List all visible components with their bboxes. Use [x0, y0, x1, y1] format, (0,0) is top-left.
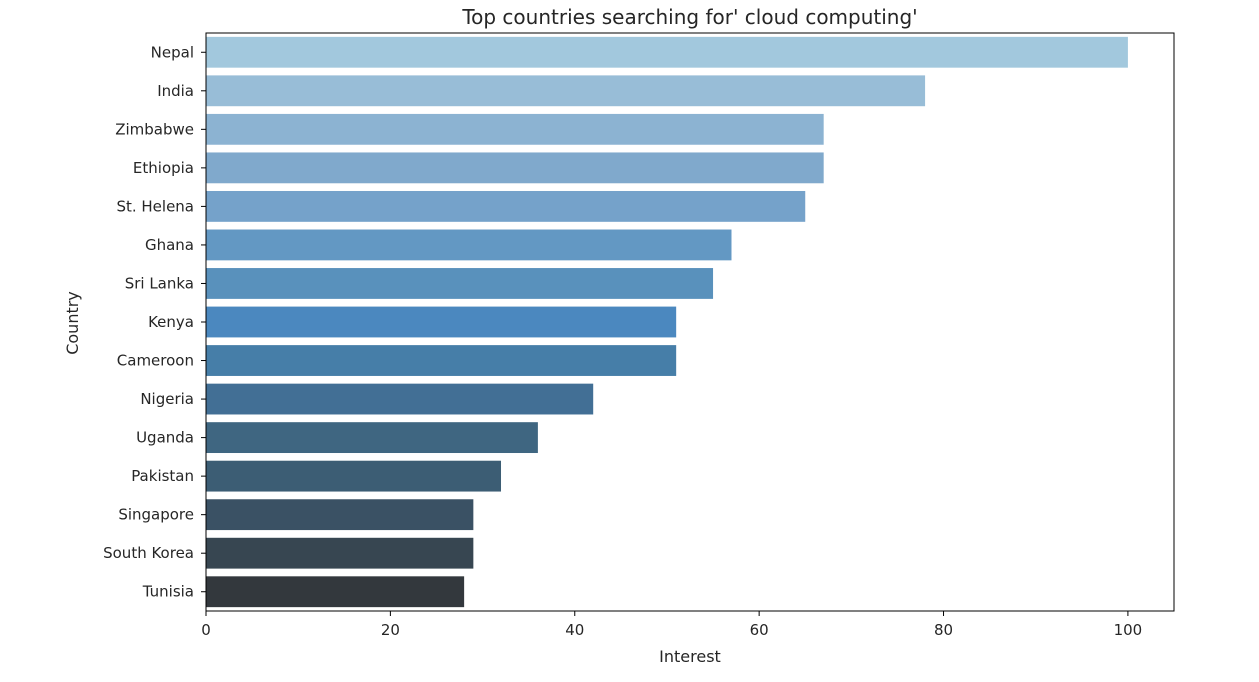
plot-frame [205, 32, 1175, 612]
y-tick-label: India [157, 82, 194, 100]
y-tick-label: St. Helena [116, 197, 194, 215]
y-tick-label: Zimbabwe [115, 120, 194, 138]
bar-india [206, 75, 926, 107]
x-tick-label: 80 [934, 621, 953, 639]
y-tick-label: Singapore [118, 506, 194, 524]
bar-uganda [206, 422, 538, 454]
y-tick-label: Ghana [145, 236, 194, 254]
y-axis-label: Country [63, 291, 82, 355]
bar-zimbabwe [206, 113, 824, 145]
chart-title: Top countries searching for' cloud compu… [461, 5, 917, 29]
bar-cameroon [206, 345, 677, 376]
y-tick-label: Sri Lanka [125, 274, 194, 292]
y-axis-ticks: Nepal India Zimbabwe Ethiopia St. Helena Ghan… [103, 43, 206, 601]
x-tick-label: 60 [750, 621, 769, 639]
bar-south-korea [206, 537, 474, 569]
bar-nigeria [206, 383, 594, 415]
y-tick-label: Nigeria [140, 390, 194, 408]
x-axis-label: Interest [659, 647, 721, 666]
y-tick-label: Ethiopia [133, 159, 194, 177]
bar-kenya [206, 306, 677, 338]
x-tick-label: 40 [565, 621, 584, 639]
y-tick-label: South Korea [103, 544, 194, 562]
bar-sri-lanka [206, 268, 714, 299]
y-tick-label: Tunisia [142, 583, 194, 601]
x-tick-label: 20 [381, 621, 400, 639]
y-tick-label: Kenya [148, 313, 194, 331]
bar-tunisia [206, 576, 465, 608]
y-tick-label: Uganda [136, 429, 194, 447]
y-tick-label: Nepal [151, 43, 194, 61]
x-tick-label: 100 [1114, 621, 1143, 639]
bar-ghana [206, 229, 732, 261]
x-axis-ticks: 0 20 40 60 80 100 [201, 611, 1142, 639]
y-tick-label: Cameroon [117, 352, 194, 370]
bar-st-helena [206, 190, 806, 222]
bars-layer [206, 36, 1128, 608]
bar-nepal [206, 36, 1128, 68]
x-tick-label: 0 [201, 621, 211, 639]
bar-ethiopia [206, 152, 824, 184]
bar-singapore [206, 499, 474, 531]
y-tick-label: Pakistan [131, 467, 194, 485]
bar-pakistan [206, 460, 502, 492]
